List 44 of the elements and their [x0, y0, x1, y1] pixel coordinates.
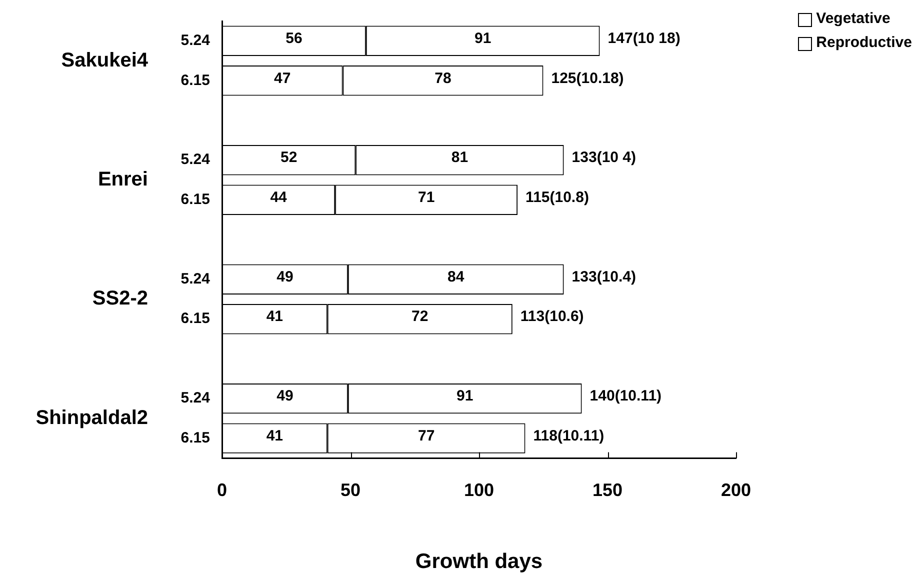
- y-tick-label: 5.24: [180, 390, 211, 407]
- x-tick-label: 0: [216, 480, 228, 500]
- data-label: 41: [266, 308, 284, 326]
- total-label: 133(10 4): [572, 149, 636, 166]
- y-tick-label: 6.15: [180, 190, 210, 208]
- total-label: 147(10 18): [608, 30, 680, 48]
- x-tick-label: 200: [720, 480, 752, 500]
- y-tick-label: 5.24: [180, 151, 211, 168]
- total-label: 133(10.4): [572, 268, 636, 286]
- x-tick-label: 150: [592, 480, 623, 500]
- data-label: 47: [274, 70, 291, 87]
- x-tick-label: 50: [340, 480, 361, 500]
- data-label: 77: [418, 427, 435, 444]
- x-tick-label: 100: [464, 480, 494, 500]
- text: Enrei: [98, 168, 148, 190]
- data-label: 78: [434, 70, 452, 87]
- y-tick-label: 6.15: [180, 72, 210, 89]
- data-label: 49: [276, 268, 294, 286]
- text: Sakukei4: [61, 49, 149, 72]
- total-label: 140(10.11): [590, 388, 662, 405]
- text: Vegetative: [816, 10, 890, 26]
- data-label: 81: [451, 149, 468, 166]
- data-label: 91: [474, 30, 492, 48]
- text: Shinpaldal2: [36, 406, 148, 429]
- data-label: 41: [266, 427, 284, 444]
- x-axis-title: Growth days: [415, 550, 543, 574]
- y-tick-label: 6.15: [180, 310, 210, 328]
- y-tick-label: 6.15: [180, 429, 210, 446]
- data-label: 72: [412, 308, 428, 326]
- data-label: 49: [276, 388, 294, 405]
- y-tick-label: 5.24: [180, 270, 211, 288]
- data-label: 44: [270, 188, 288, 206]
- data-label: 71: [418, 188, 435, 206]
- total-label: 113(10.6): [520, 308, 584, 326]
- total-label: 115(10.8): [526, 188, 589, 206]
- y-tick-label: 5.24: [180, 32, 211, 50]
- text: Reproductive: [816, 34, 912, 50]
- data-label: 84: [448, 268, 465, 286]
- total-label: 118(10.11): [533, 427, 604, 444]
- total-label: 125(10.18): [551, 70, 624, 87]
- data-label: 56: [286, 30, 302, 48]
- data-label: 91: [456, 388, 474, 405]
- text: SS2-2: [92, 288, 148, 310]
- data-label: 52: [280, 149, 298, 166]
